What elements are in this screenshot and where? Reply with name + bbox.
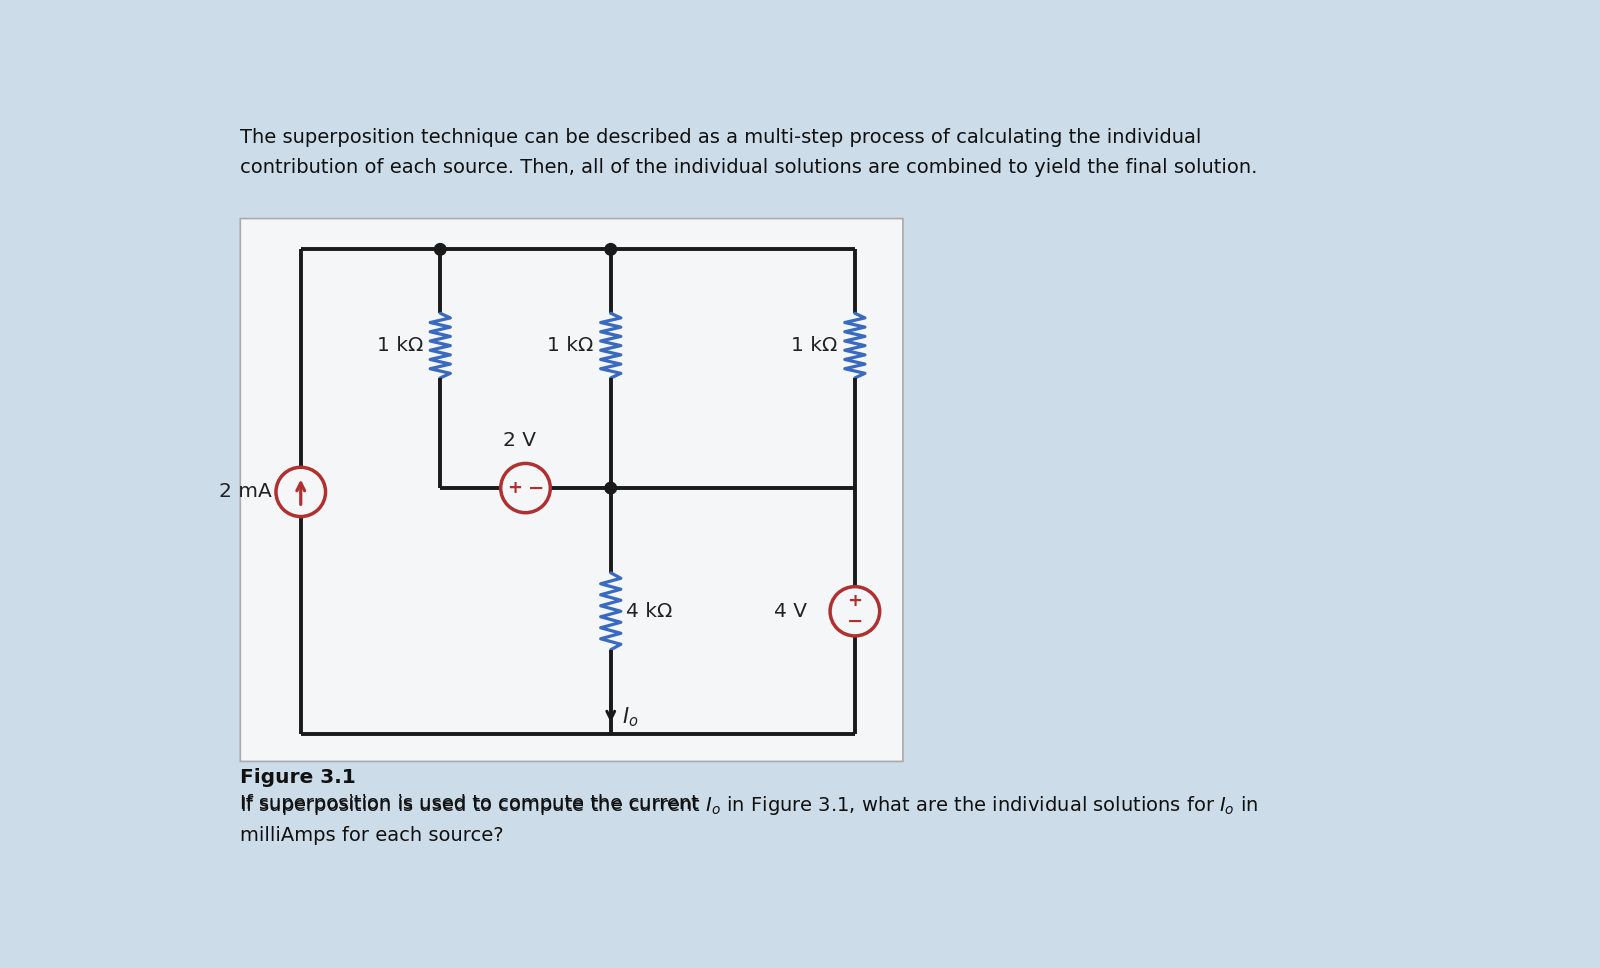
Text: Figure 3.1: Figure 3.1: [240, 768, 357, 787]
Text: 4 kΩ: 4 kΩ: [626, 602, 672, 620]
Text: 1 kΩ: 1 kΩ: [792, 336, 838, 355]
Text: If superposition is used to compute the current $I_o$ in Figure 3.1, what are th: If superposition is used to compute the …: [240, 794, 1259, 817]
Text: contribution of each source. Then, all of the individual solutions are combined : contribution of each source. Then, all o…: [240, 158, 1258, 177]
Circle shape: [605, 244, 616, 256]
Text: −: −: [528, 478, 544, 498]
Text: 2 mA: 2 mA: [219, 482, 272, 501]
Text: 4 V: 4 V: [774, 602, 806, 620]
Text: 1 kΩ: 1 kΩ: [378, 336, 422, 355]
Text: milliAmps for each source?: milliAmps for each source?: [240, 826, 504, 845]
Text: $I_o$: $I_o$: [622, 706, 638, 729]
Text: 1 kΩ: 1 kΩ: [547, 336, 594, 355]
FancyBboxPatch shape: [240, 219, 902, 762]
Text: +: +: [507, 479, 523, 498]
Text: If superposition is used to compute the current: If superposition is used to compute the …: [240, 794, 706, 813]
Text: The superposition technique can be described as a multi-step process of calculat: The superposition technique can be descr…: [240, 129, 1202, 147]
Circle shape: [605, 482, 616, 494]
Text: 2 V: 2 V: [502, 431, 536, 449]
Text: −: −: [846, 612, 862, 631]
Circle shape: [435, 244, 446, 256]
Text: +: +: [848, 591, 862, 610]
